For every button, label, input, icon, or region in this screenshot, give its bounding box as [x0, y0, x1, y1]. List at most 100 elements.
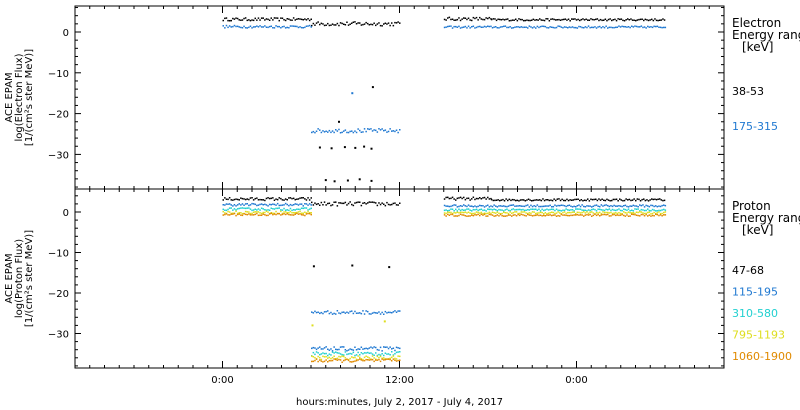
proton-data-point	[533, 205, 535, 207]
proton-data-point	[514, 205, 516, 207]
proton-data-point	[641, 198, 643, 201]
proton-data-point	[453, 198, 455, 200]
electron-y-axis-title: ACE EPAMlog(Electron Flux)[1/(cm²s ster …	[4, 49, 35, 146]
proton-data-point	[344, 201, 347, 204]
proton-data-point	[626, 209, 628, 211]
proton-data-point	[525, 215, 527, 217]
proton-data-point	[304, 207, 306, 209]
proton-data-point	[397, 347, 399, 349]
proton-data-point	[292, 197, 295, 200]
proton-data-point	[639, 204, 641, 206]
proton-data-point	[351, 348, 353, 351]
proton-data-point	[323, 356, 326, 358]
electron-data-point	[246, 27, 248, 29]
electron-data-point	[267, 18, 269, 21]
proton-data-point	[579, 205, 582, 208]
electron-data-point	[238, 19, 240, 21]
electron-data-point	[265, 26, 268, 28]
proton-data-point	[643, 206, 646, 208]
proton-data-point	[501, 215, 503, 217]
proton-data-point	[493, 204, 495, 206]
proton-legend-title-line: Proton	[732, 199, 771, 213]
proton-data-point	[552, 208, 555, 211]
proton-data-point	[351, 264, 354, 267]
proton-data-point	[338, 358, 340, 361]
proton-data-point	[576, 211, 579, 214]
proton-data-point	[357, 312, 359, 314]
proton-data-point	[653, 205, 655, 208]
proton-data-point	[522, 211, 524, 213]
proton-data-point	[381, 353, 383, 355]
electron-legend-title-line: [keV]	[742, 40, 773, 54]
proton-data-point	[487, 196, 489, 199]
electron-data-point	[564, 18, 567, 20]
electron-data-point	[272, 27, 274, 29]
proton-data-point	[264, 211, 266, 214]
proton-data-point	[613, 204, 615, 207]
proton-data-point	[346, 350, 348, 352]
proton-data-point	[311, 311, 313, 313]
electron-data-point	[556, 19, 559, 21]
proton-data-point	[379, 355, 382, 358]
proton-data-point	[392, 354, 395, 356]
electron-data-point	[586, 26, 588, 29]
electron-data-point	[603, 26, 606, 29]
proton-data-point	[284, 209, 287, 211]
electron-data-point	[661, 26, 663, 29]
proton-data-point	[222, 210, 224, 213]
proton-data-point	[520, 211, 523, 213]
proton-data-point	[335, 351, 337, 353]
proton-data-point	[304, 211, 306, 213]
electron-data-point	[579, 26, 582, 28]
proton-data-point	[455, 204, 457, 206]
proton-data-point	[455, 215, 457, 217]
proton-data-point	[227, 214, 229, 216]
proton-data-point	[291, 204, 293, 207]
electron-data-point	[595, 18, 597, 21]
proton-data-point	[371, 312, 374, 314]
proton-data-point	[351, 356, 353, 358]
electron-data-point	[312, 22, 315, 25]
proton-data-point	[455, 208, 457, 211]
proton-data-point	[661, 215, 663, 217]
proton-data-point	[379, 203, 382, 206]
proton-data-point	[375, 358, 377, 360]
electron-data-point	[362, 131, 364, 133]
proton-data-point	[619, 209, 622, 212]
electron-data-point	[573, 26, 575, 29]
proton-data-point	[244, 213, 247, 216]
proton-data-point	[557, 214, 559, 217]
proton-data-point	[652, 198, 655, 201]
proton-data-point	[344, 357, 347, 359]
electron-data-point	[488, 16, 491, 19]
proton-data-point	[232, 209, 234, 211]
proton-data-point	[609, 200, 611, 202]
proton-legend-entry: 795-1193	[732, 329, 785, 342]
electron-data-point	[244, 27, 247, 29]
proton-data-point	[461, 208, 463, 211]
proton-data-point	[447, 210, 449, 212]
proton-data-point	[521, 199, 523, 201]
proton-data-point	[472, 214, 475, 217]
electron-data-point	[331, 23, 334, 25]
electron-data-point	[447, 17, 449, 19]
proton-data-point	[379, 360, 382, 363]
proton-data-point	[504, 205, 507, 208]
proton-data-point	[312, 312, 315, 314]
proton-data-point	[359, 348, 361, 350]
proton-data-point	[551, 206, 553, 208]
proton-data-point	[566, 198, 568, 201]
electron-data-point	[507, 26, 510, 29]
electron-legend-entry: 38-53	[732, 85, 764, 98]
proton-data-point	[368, 313, 371, 315]
proton-data-point	[384, 310, 387, 313]
proton-data-point	[479, 197, 481, 199]
proton-data-point	[507, 199, 509, 202]
electron-data-point	[664, 26, 667, 29]
proton-data-point	[225, 198, 228, 200]
proton-data-point	[490, 213, 492, 216]
electron-data-point	[584, 26, 587, 28]
proton-data-point	[296, 203, 298, 205]
proton-data-point	[522, 214, 524, 216]
